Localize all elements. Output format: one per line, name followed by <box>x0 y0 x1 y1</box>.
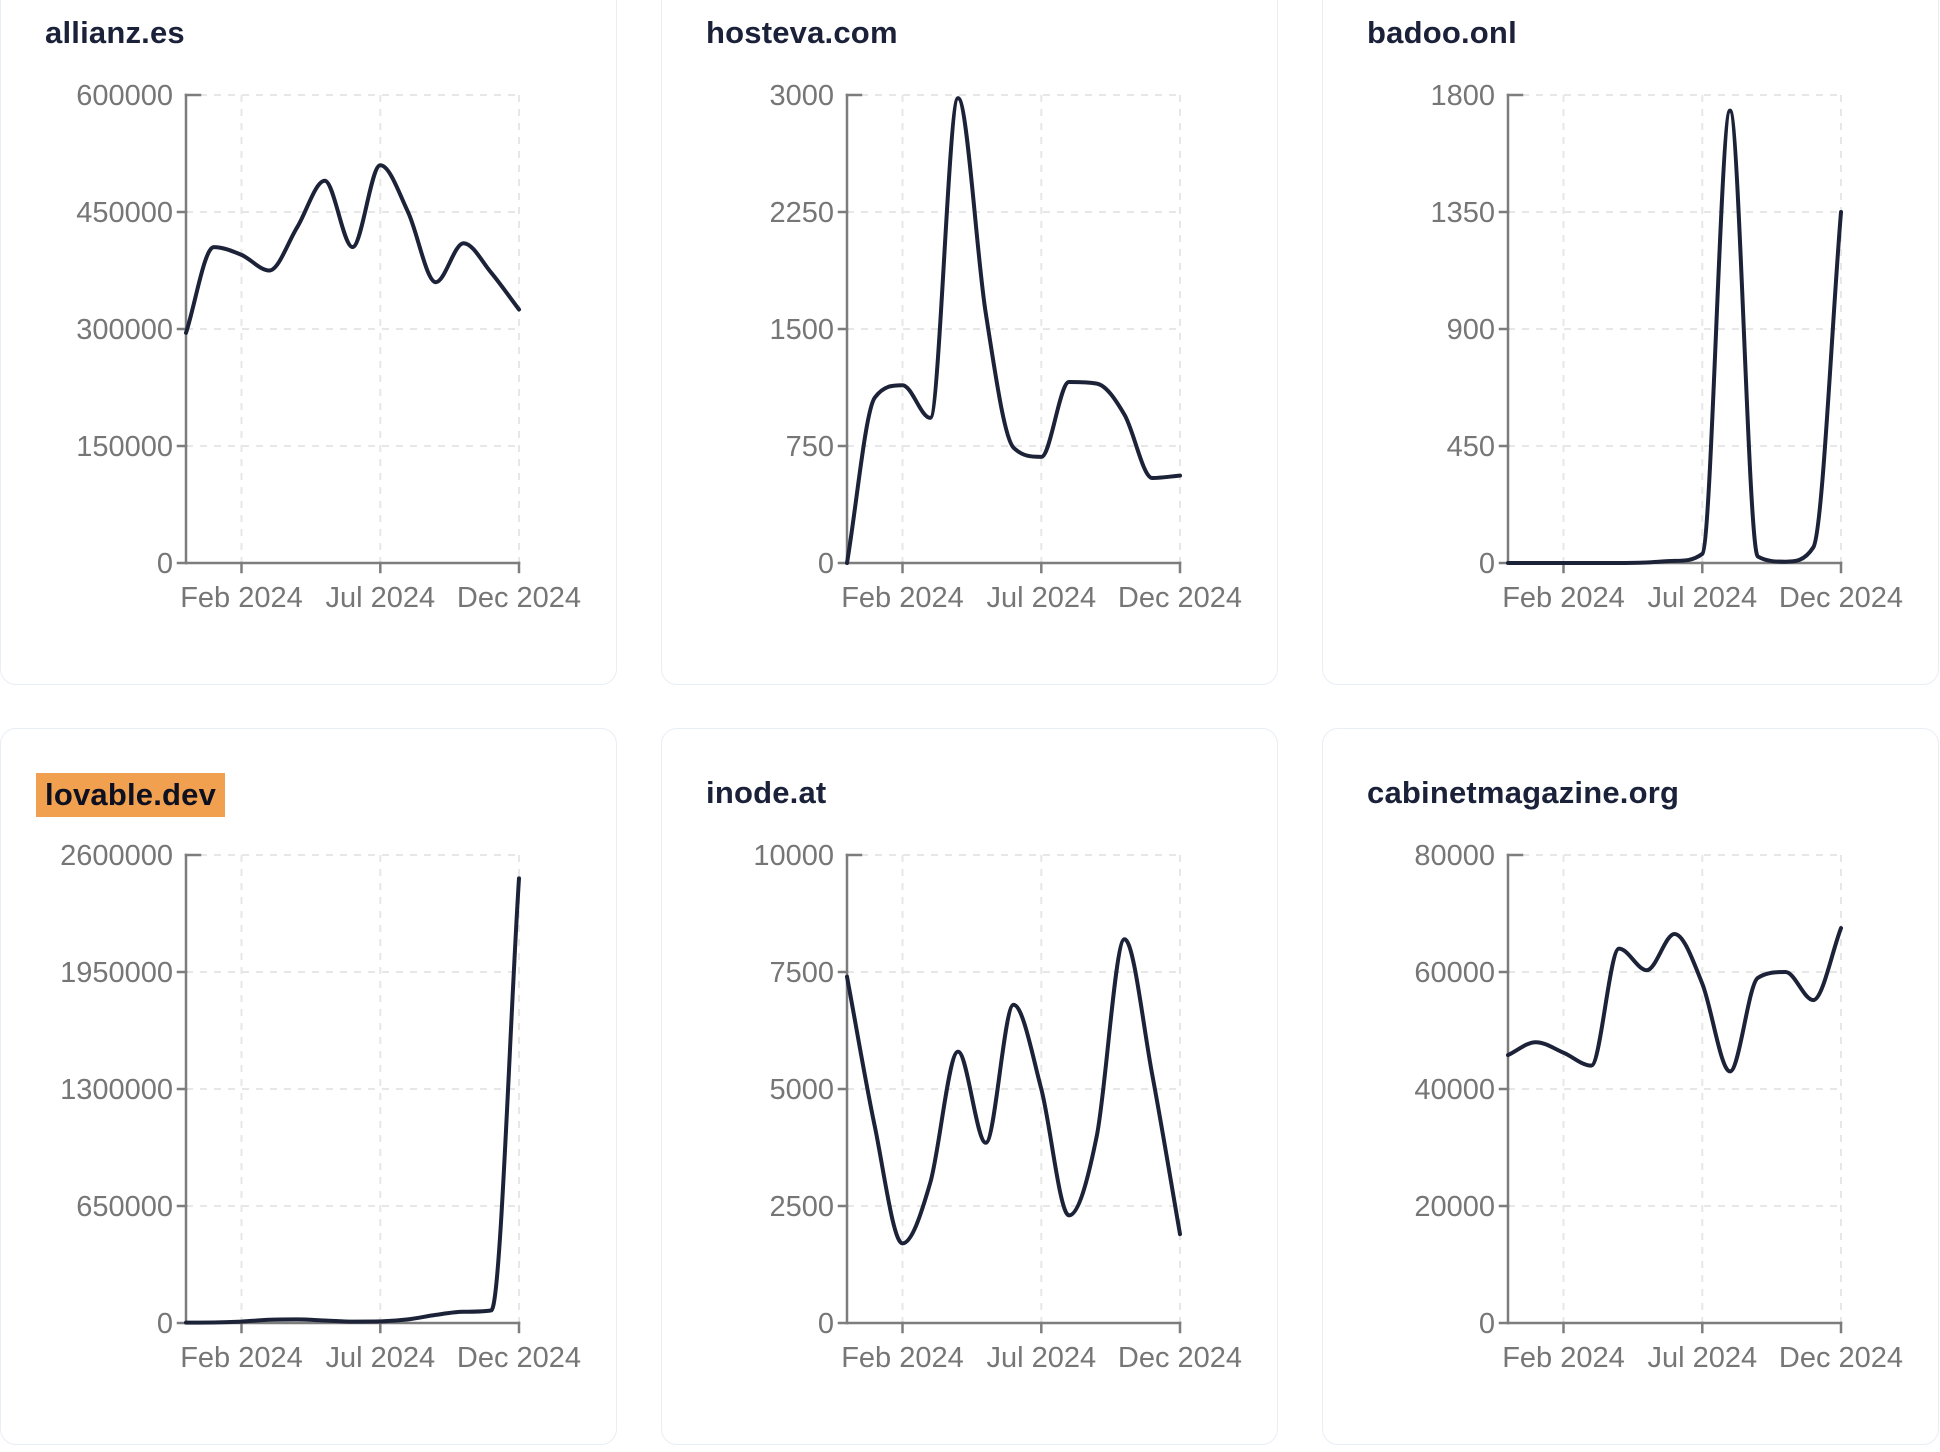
svg-text:300000: 300000 <box>76 314 173 346</box>
svg-text:Feb 2024: Feb 2024 <box>841 1342 964 1374</box>
svg-text:1800: 1800 <box>1430 80 1495 112</box>
svg-text:450000: 450000 <box>76 197 173 229</box>
svg-text:Feb 2024: Feb 2024 <box>1502 582 1625 614</box>
svg-text:Jul 2024: Jul 2024 <box>986 1342 1096 1374</box>
svg-text:Feb 2024: Feb 2024 <box>180 582 303 614</box>
line-chart: 0 20000 40000 60000 80000 Feb 2024 Jul 2024 Dec… <box>1323 813 1938 1388</box>
svg-text:20000: 20000 <box>1414 1191 1495 1223</box>
domain-name: cabinetmagazine.org <box>1367 775 1680 810</box>
svg-text:60000: 60000 <box>1414 957 1495 989</box>
domain-name: badoo.onl <box>1367 15 1517 50</box>
svg-text:2600000: 2600000 <box>60 840 173 872</box>
svg-text:0: 0 <box>1479 1308 1495 1340</box>
svg-text:1950000: 1950000 <box>60 957 173 989</box>
card-title: inode.at <box>662 773 1277 813</box>
domain-name: inode.at <box>706 775 827 810</box>
svg-text:5000: 5000 <box>769 1074 834 1106</box>
svg-text:Dec 2024: Dec 2024 <box>457 1342 581 1374</box>
svg-text:Jul 2024: Jul 2024 <box>1647 1342 1757 1374</box>
domain-name: hosteva.com <box>706 15 898 50</box>
svg-text:0: 0 <box>818 1308 834 1340</box>
chart-card-badoo-onl[interactable]: badoo.onl 0 450 900 1350 1800 Feb 2024 Jul 202… <box>1322 0 1939 685</box>
svg-text:80000: 80000 <box>1414 840 1495 872</box>
svg-text:750: 750 <box>786 431 834 463</box>
svg-text:2250: 2250 <box>769 197 834 229</box>
line-chart: 0 650000 1300000 1950000 2600000 Feb 2024 Jul … <box>1 813 616 1388</box>
card-title: allianz.es <box>1 13 616 53</box>
chart-card-allianz-es[interactable]: allianz.es 0 150000 300000 450000 600000 Feb … <box>0 0 617 685</box>
svg-text:Jul 2024: Jul 2024 <box>325 582 435 614</box>
svg-text:900: 900 <box>1447 314 1495 346</box>
svg-text:Dec 2024: Dec 2024 <box>1118 582 1242 614</box>
chart-card-hosteva-com[interactable]: hosteva.com 0 750 1500 2250 3000 Feb 2024 Jul … <box>661 0 1278 685</box>
svg-text:Jul 2024: Jul 2024 <box>1647 582 1757 614</box>
svg-text:7500: 7500 <box>769 957 834 989</box>
card-title: hosteva.com <box>662 13 1277 53</box>
svg-text:Feb 2024: Feb 2024 <box>180 1342 303 1374</box>
svg-text:Feb 2024: Feb 2024 <box>1502 1342 1625 1374</box>
line-chart: 0 450 900 1350 1800 Feb 2024 Jul 2024 Dec 2024 <box>1323 53 1938 628</box>
card-title: lovable.dev <box>1 773 616 817</box>
svg-text:1350: 1350 <box>1430 197 1495 229</box>
svg-text:10000: 10000 <box>753 840 834 872</box>
svg-text:Feb 2024: Feb 2024 <box>841 582 964 614</box>
domain-name-highlighted: lovable.dev <box>36 773 226 817</box>
svg-text:600000: 600000 <box>76 80 173 112</box>
line-chart: 0 150000 300000 450000 600000 Feb 2024 Jul 202… <box>1 53 616 628</box>
svg-text:Dec 2024: Dec 2024 <box>457 582 581 614</box>
svg-text:450: 450 <box>1447 431 1495 463</box>
chart-card-cabinetmagazine-org[interactable]: cabinetmagazine.org 0 20000 40000 60000 8000… <box>1322 728 1939 1445</box>
card-title: cabinetmagazine.org <box>1323 773 1938 813</box>
chart-card-inode-at[interactable]: inode.at 0 2500 5000 7500 10000 Feb 2024 Jul 2… <box>661 728 1278 1445</box>
svg-text:0: 0 <box>157 548 173 580</box>
svg-text:1500: 1500 <box>769 314 834 346</box>
card-title: badoo.onl <box>1323 13 1938 53</box>
svg-text:40000: 40000 <box>1414 1074 1495 1106</box>
svg-text:650000: 650000 <box>76 1191 173 1223</box>
svg-text:Jul 2024: Jul 2024 <box>325 1342 435 1374</box>
svg-text:3000: 3000 <box>769 80 834 112</box>
svg-text:Dec 2024: Dec 2024 <box>1779 1342 1903 1374</box>
svg-text:Jul 2024: Jul 2024 <box>986 582 1096 614</box>
domain-name: allianz.es <box>45 15 185 50</box>
svg-text:1300000: 1300000 <box>60 1074 173 1106</box>
svg-text:Dec 2024: Dec 2024 <box>1779 582 1903 614</box>
svg-text:2500: 2500 <box>769 1191 834 1223</box>
chart-card-lovable-dev[interactable]: lovable.dev 0 650000 1300000 1950000 2600000… <box>0 728 617 1445</box>
svg-text:0: 0 <box>1479 548 1495 580</box>
line-chart: 0 2500 5000 7500 10000 Feb 2024 Jul 2024 Dec 20… <box>662 813 1277 1388</box>
svg-text:0: 0 <box>818 548 834 580</box>
svg-text:0: 0 <box>157 1308 173 1340</box>
line-chart: 0 750 1500 2250 3000 Feb 2024 Jul 2024 Dec 2024 <box>662 53 1277 628</box>
svg-text:150000: 150000 <box>76 431 173 463</box>
svg-text:Dec 2024: Dec 2024 <box>1118 1342 1242 1374</box>
